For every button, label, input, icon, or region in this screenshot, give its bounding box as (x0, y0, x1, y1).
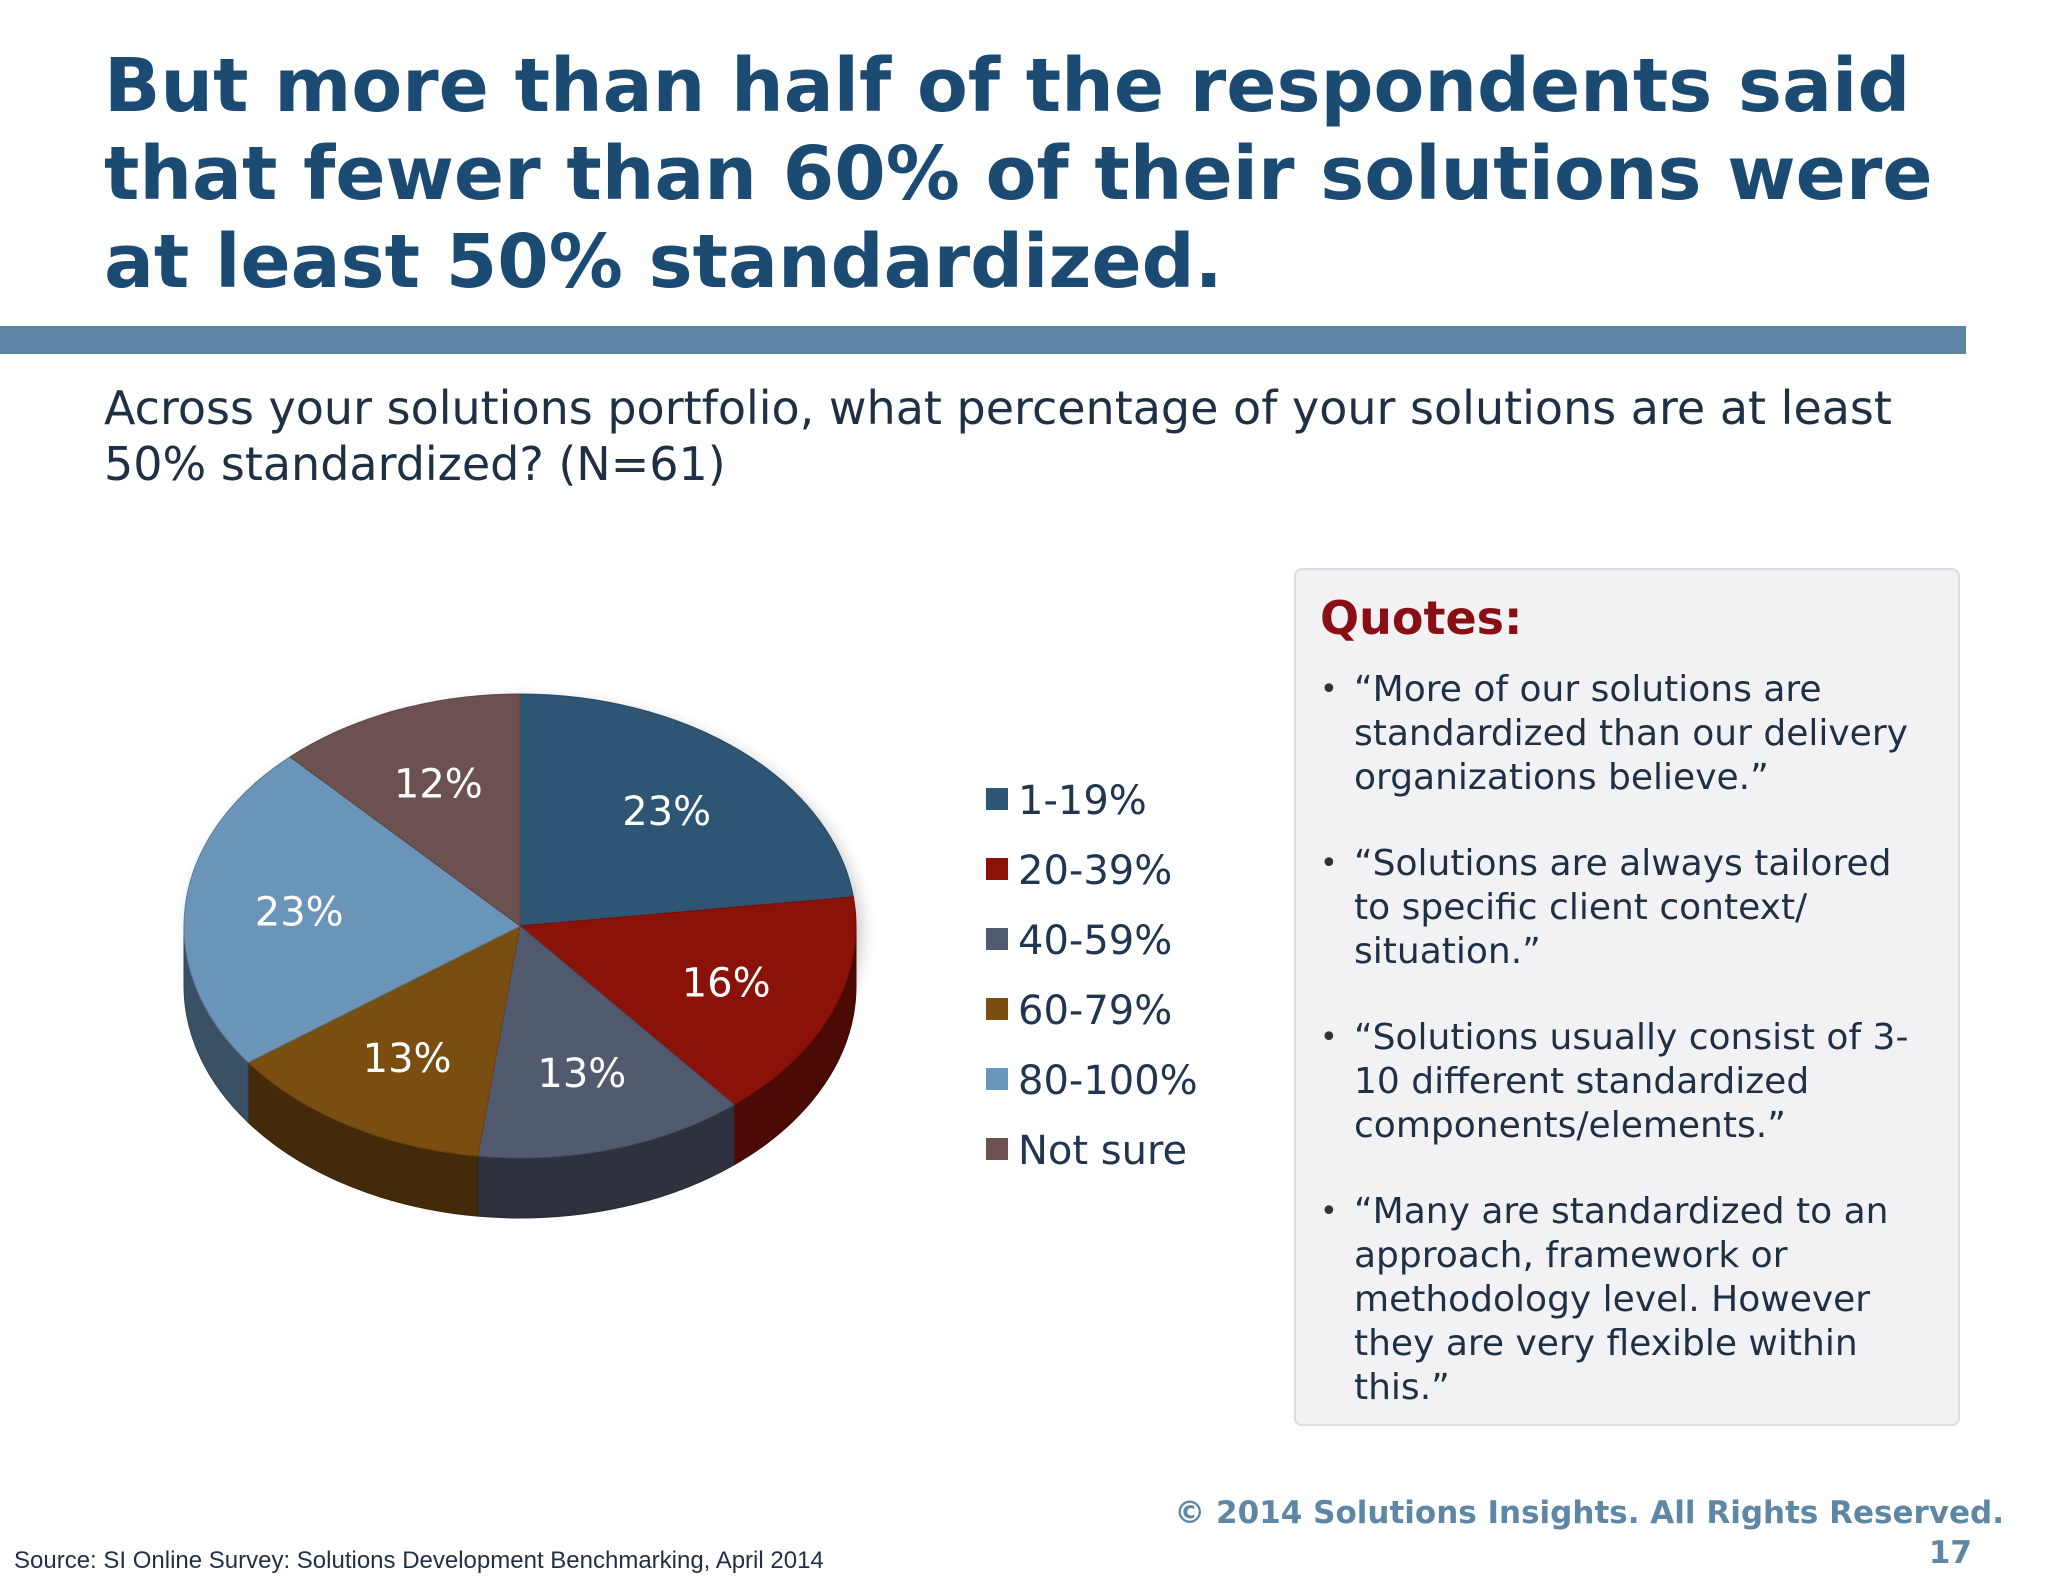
pie-slice-80-100- (183, 756, 521, 1063)
legend-swatch (986, 1068, 1008, 1090)
source-note: Source: SI Online Survey: Solutions Deve… (14, 1547, 824, 1574)
pie-data-label: 13% (537, 1051, 626, 1097)
copyright-text: © 2014 Solutions Insights. All Rights Re… (1174, 1495, 2004, 1531)
title-divider (0, 326, 1966, 354)
pie-slice-20-39- (518, 896, 857, 1106)
pie-data-label: 23% (622, 789, 711, 835)
legend-swatch (986, 928, 1008, 950)
pie-slice-60-79- (247, 925, 521, 1157)
pie-data-label: 23% (255, 890, 344, 936)
pie-slice-1-19- (519, 693, 854, 927)
pie-slice-40-59- (477, 925, 736, 1159)
slide-title: But more than half of the respondents sa… (104, 43, 1933, 305)
quote-item: “Solutions are always tailored to specif… (1320, 842, 1934, 974)
quote-item: “Solutions usually consist of 3-10 diffe… (1320, 1016, 1934, 1148)
legend-swatch (986, 788, 1008, 810)
pie-labels: 23% 16% 13% 13% 23% 12% (255, 762, 771, 1097)
legend-label: 80-100% (1018, 1058, 1198, 1104)
pie-data-label: 12% (394, 762, 483, 808)
pie-data-label: 13% (363, 1036, 452, 1082)
quote-item: “Many are standardized to an approach, f… (1320, 1190, 1934, 1410)
quotes-title: Quotes: (1320, 591, 1523, 645)
page-number: 17 (1928, 1535, 1972, 1571)
legend-label: Not sure (1018, 1128, 1187, 1174)
legend-label: 1-19% (1018, 778, 1147, 824)
legend-swatch (986, 858, 1008, 880)
legend-swatch (986, 1138, 1008, 1160)
survey-question: Across your solutions portfolio, what pe… (104, 381, 1892, 491)
pie-top (183, 693, 857, 1159)
legend-label: 60-79% (1018, 988, 1172, 1034)
legend-label: 20-39% (1018, 848, 1172, 894)
quotes-panel: Quotes: “More of our solutions are stand… (1294, 568, 1960, 1426)
quote-item: “More of our solutions are standardized … (1320, 668, 1934, 800)
legend-swatch (986, 998, 1008, 1020)
pie-slice-not-sure (289, 693, 521, 927)
legend-label: 40-59% (1018, 918, 1172, 964)
quote-list: “More of our solutions are standardized … (1320, 668, 1934, 1410)
pie-chart: 23% 16% 13% 13% 23% 12% 1-19% 20-39% 40-59% 60-7… (183, 693, 1198, 1219)
pie-data-label: 16% (682, 960, 771, 1006)
chart-legend: 1-19% 20-39% 40-59% 60-79% 80-100% Not sure (986, 778, 1198, 1174)
